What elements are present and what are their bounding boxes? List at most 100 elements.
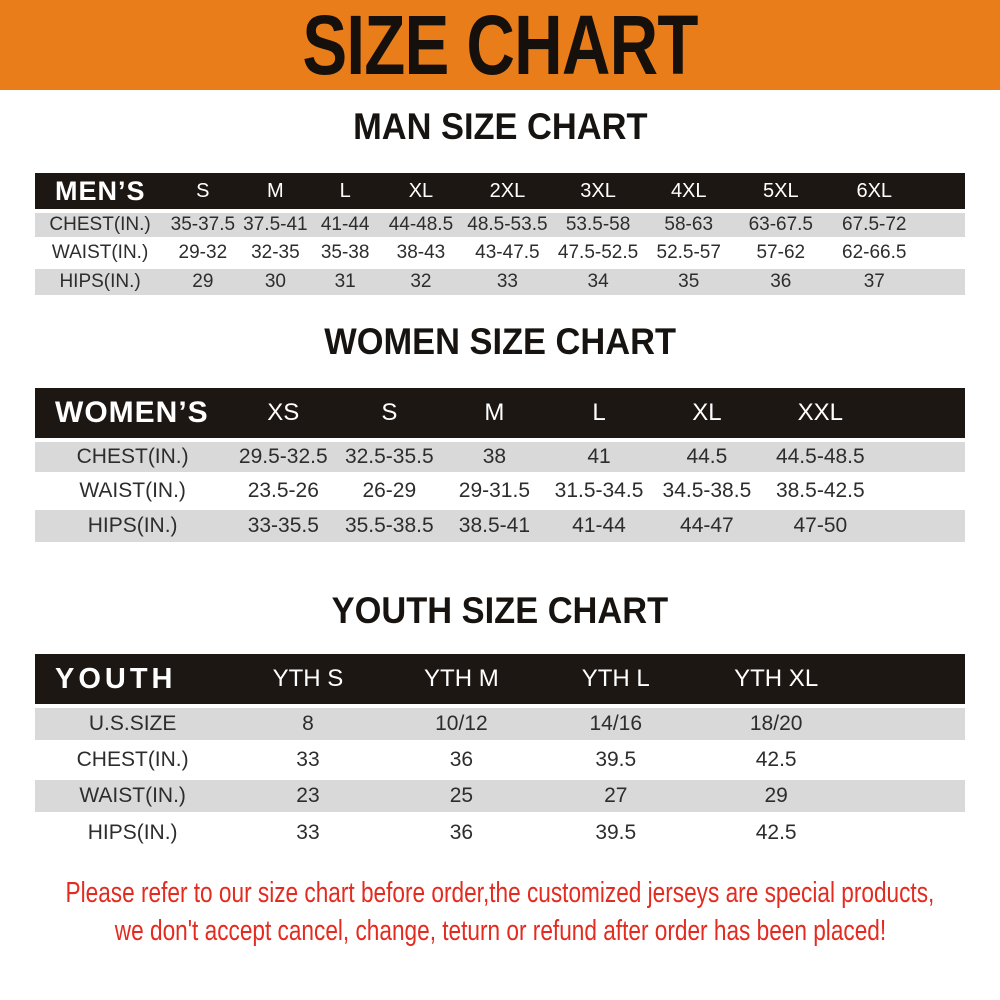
size-value-cell: 53.5-58	[565, 214, 631, 235]
men-size-header-4xl: 4XL	[670, 179, 707, 202]
size-value-cell: 42.5	[755, 748, 797, 771]
spacer-cell	[858, 706, 965, 742]
row-label: CHEST(IN.)	[49, 214, 151, 235]
size-value-cell: 37	[863, 271, 885, 292]
youth-size-table: YOUTH YTH S YTH M YTH L YTH XL U.S.SIZE …	[35, 654, 965, 850]
size-value-cell: 44-48.5	[388, 214, 454, 235]
women-size-header-l: L	[592, 399, 606, 426]
men-header-row: MEN’S S M L XL 2XL 3XL 4XL 5XL 6XL	[35, 173, 965, 211]
youth-size-header-xl: YTH XL	[734, 665, 819, 692]
size-value-cell: 62-66.5	[842, 242, 907, 263]
size-value-cell: 29	[764, 784, 788, 807]
size-value-cell: 37.5-41	[243, 214, 308, 235]
disclaimer-line-2: we don't accept cancel, change, teturn o…	[0, 912, 1000, 950]
spacer-cell	[921, 267, 965, 295]
row-label: HIPS(IN.)	[59, 271, 141, 292]
size-value-cell: 33	[296, 748, 320, 771]
size-value-cell: 35.5-38.5	[344, 514, 434, 537]
size-value-cell: 39.5	[595, 821, 637, 844]
size-value-cell: 25	[449, 784, 474, 807]
size-value-cell: 44.5	[686, 445, 728, 468]
size-value-cell: 32	[410, 271, 432, 292]
women-size-table: WOMEN’S XS S M L XL XXL CHEST(IN.) 29.5-…	[35, 388, 965, 542]
women-corner-label: WOMEN’S	[55, 396, 209, 429]
spacer-cell	[921, 173, 965, 211]
size-value-cell: 43-47.5	[475, 242, 540, 263]
size-value-cell: 41-44	[572, 514, 626, 537]
disclaimer-line-1: Please refer to our size chart before or…	[0, 874, 1000, 912]
size-value-cell: 29-31.5	[458, 479, 531, 502]
spacer-cell	[878, 474, 965, 508]
women-header-row: WOMEN’S XS S M L XL XXL	[35, 388, 965, 440]
youth-size-header-m: YTH M	[424, 665, 499, 692]
size-value-cell: 33	[496, 271, 518, 292]
size-value-cell: 38.5-41	[458, 514, 531, 537]
men-hips-row: HIPS(IN.) 29 30 31 32 33 34 35 36 37	[35, 267, 965, 295]
size-value-cell: 33-35.5	[247, 514, 319, 537]
spacer-cell	[858, 814, 965, 850]
banner-title: SIZE CHART	[302, 0, 698, 92]
size-value-cell: 36	[770, 271, 792, 292]
women-size-header-xl: XL	[692, 399, 722, 426]
row-label: HIPS(IN.)	[87, 821, 178, 844]
size-value-cell: 44.5-48.5	[775, 445, 865, 468]
size-value-cell: 14/16	[589, 712, 643, 735]
size-value-cell: 57-62	[756, 242, 806, 263]
women-size-header-xxl: XXL	[797, 399, 844, 426]
women-hips-row: HIPS(IN.) 33-35.5 35.5-38.5 38.5-41 41-4…	[35, 508, 965, 542]
size-value-cell: 35-37.5	[170, 214, 236, 235]
size-value-cell: 41	[587, 445, 611, 468]
size-chart-banner: SIZE CHART	[0, 0, 1000, 90]
spacer-cell	[878, 388, 965, 440]
youth-corner-label: YOUTH	[55, 662, 177, 695]
size-value-cell: 39.5	[595, 748, 637, 771]
size-value-cell: 33	[296, 821, 320, 844]
size-value-cell: 23.5-26	[247, 479, 319, 502]
size-value-cell: 38-43	[396, 242, 446, 263]
women-heading-text: WOMEN SIZE CHART	[324, 321, 676, 362]
size-value-cell: 36	[449, 748, 474, 771]
size-value-cell: 42.5	[755, 821, 797, 844]
size-value-cell: 29-32	[178, 242, 228, 263]
size-value-cell: 38	[482, 445, 507, 468]
men-size-header-3xl: 3XL	[580, 179, 616, 202]
youth-size-chart-heading: YOUTH SIZE CHART	[0, 590, 1000, 632]
size-value-cell: 35-38	[320, 242, 370, 263]
spacer-cell	[921, 211, 965, 239]
spacer-cell	[878, 508, 965, 542]
size-value-cell: 58-63	[664, 214, 714, 235]
size-value-cell: 31.5-34.5	[554, 479, 644, 502]
women-chest-row: CHEST(IN.) 29.5-32.5 32.5-35.5 38 41 44.…	[35, 440, 965, 474]
women-size-header-m: M	[484, 399, 505, 426]
youth-header-row: YOUTH YTH S YTH M YTH L YTH XL	[35, 654, 965, 706]
size-value-cell: 35	[678, 271, 700, 292]
youth-size-header-s: YTH S	[272, 665, 344, 692]
spacer-cell	[858, 778, 965, 814]
size-value-cell: 32.5-35.5	[344, 445, 434, 468]
size-value-cell: 41-44	[320, 214, 370, 235]
women-size-header-xs: XS	[267, 399, 300, 426]
size-value-cell: 23	[296, 784, 320, 807]
men-size-table: MEN’S S M L XL 2XL 3XL 4XL 5XL 6XL CHEST…	[35, 173, 965, 295]
row-label: CHEST(IN.)	[76, 748, 189, 771]
spacer-cell	[878, 440, 965, 474]
size-value-cell: 44-47	[680, 514, 734, 537]
row-label: WAIST(IN.)	[79, 479, 186, 502]
men-size-header-6xl: 6XL	[856, 179, 893, 202]
size-value-cell: 52.5-57	[656, 242, 721, 263]
men-chest-row: CHEST(IN.) 35-37.5 37.5-41 41-44 44-48.5…	[35, 211, 965, 239]
size-value-cell: 26-29	[362, 479, 417, 502]
men-size-header-xl: XL	[408, 179, 434, 202]
size-value-cell: 10/12	[435, 712, 488, 735]
youth-chest-row: CHEST(IN.) 33 36 39.5 42.5	[35, 742, 965, 778]
size-value-cell: 18/20	[749, 712, 803, 735]
women-waist-row: WAIST(IN.) 23.5-26 26-29 29-31.5 31.5-34…	[35, 474, 965, 508]
size-value-cell: 29	[192, 271, 214, 292]
size-value-cell: 36	[449, 821, 474, 844]
men-size-header-m: M	[267, 179, 284, 202]
size-value-cell: 67.5-72	[842, 214, 907, 235]
size-value-cell: 48.5-53.5	[467, 214, 548, 235]
row-label: WAIST(IN.)	[51, 242, 149, 263]
men-size-header-s: S	[196, 179, 210, 202]
man-heading-text: MAN SIZE CHART	[352, 106, 648, 147]
